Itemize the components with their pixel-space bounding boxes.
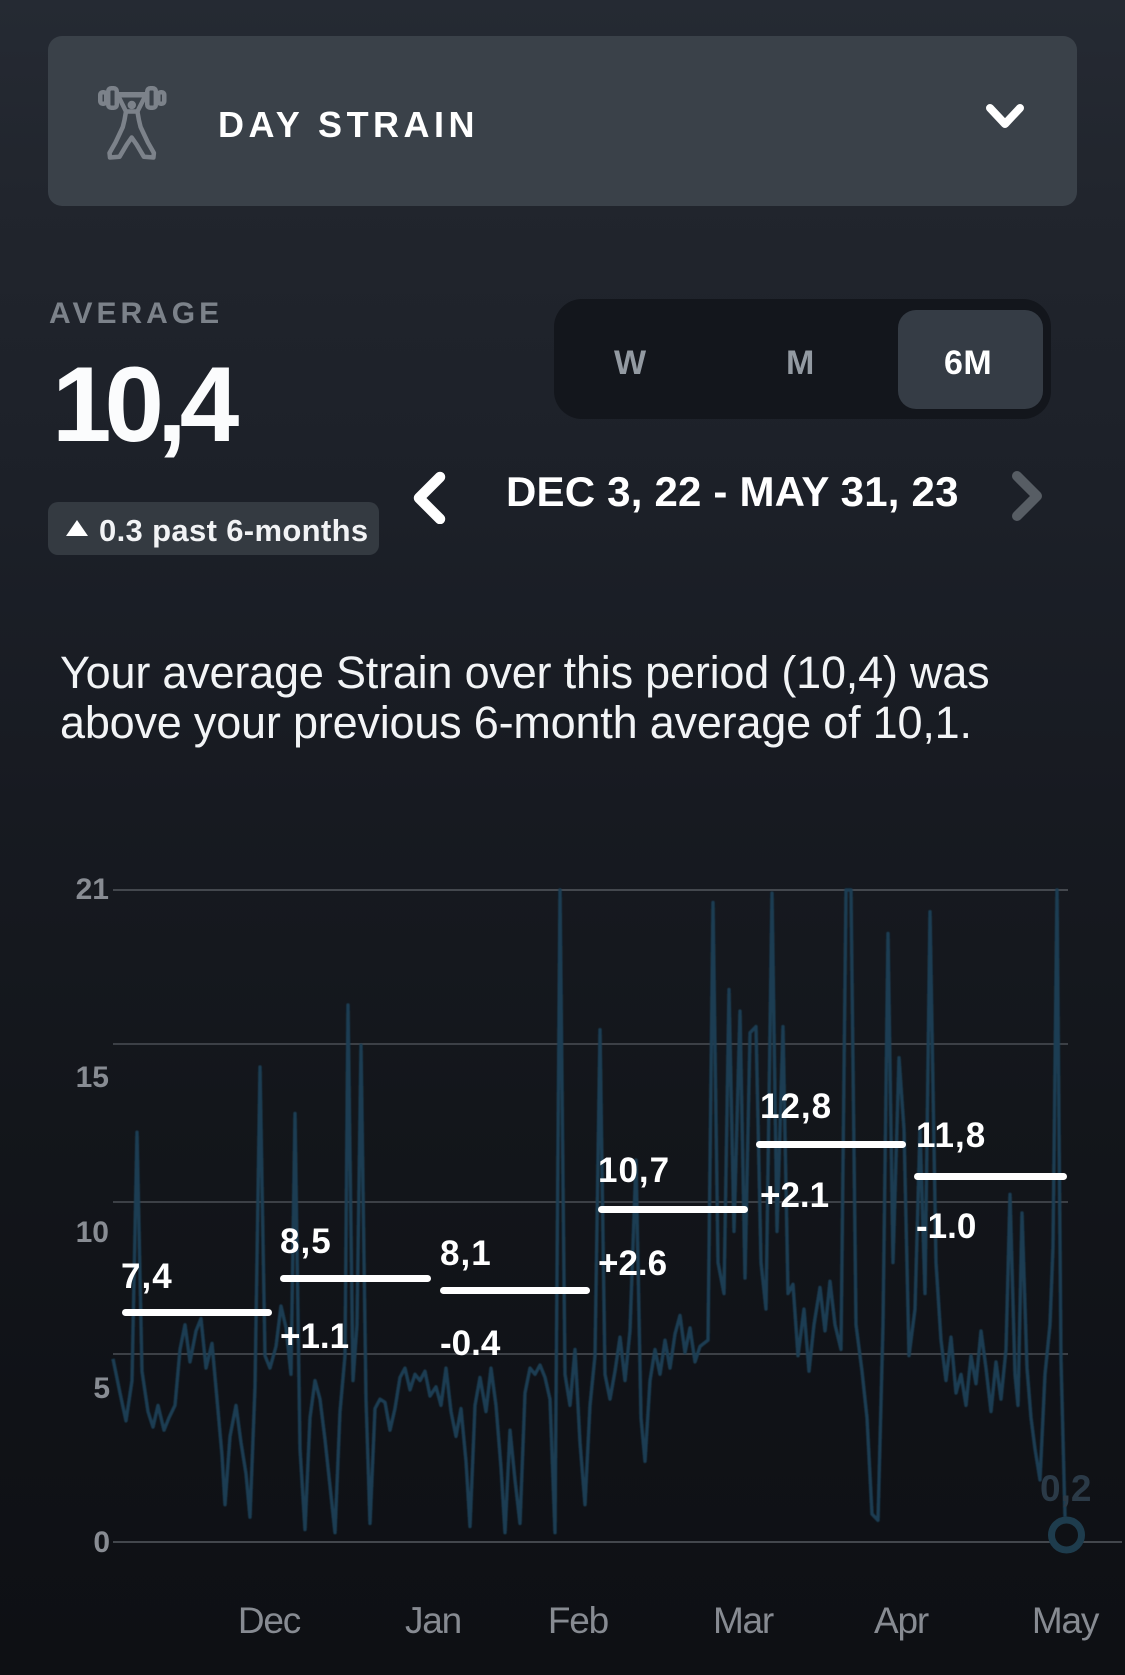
- svg-text:12,8: 12,8: [760, 1087, 832, 1126]
- svg-text:8,5: 8,5: [280, 1222, 332, 1261]
- svg-text:10: 10: [76, 1216, 109, 1249]
- svg-text:Dec: Dec: [238, 1600, 301, 1641]
- svg-text:7,4: 7,4: [121, 1257, 173, 1296]
- svg-text:-0.4: -0.4: [440, 1324, 501, 1363]
- svg-text:Mar: Mar: [713, 1600, 774, 1641]
- svg-text:Jan: Jan: [405, 1600, 461, 1641]
- svg-text:-1.0: -1.0: [916, 1207, 976, 1246]
- svg-text:5: 5: [93, 1372, 110, 1405]
- svg-text:15: 15: [76, 1061, 109, 1094]
- svg-text:10,7: 10,7: [598, 1151, 670, 1190]
- svg-text:0: 0: [93, 1526, 110, 1559]
- svg-text:8,1: 8,1: [440, 1234, 492, 1273]
- svg-text:0,2: 0,2: [1040, 1468, 1091, 1509]
- svg-text:Apr: Apr: [874, 1600, 929, 1641]
- svg-text:+2.6: +2.6: [598, 1244, 667, 1283]
- svg-text:21: 21: [76, 873, 109, 906]
- svg-text:+1.1: +1.1: [280, 1317, 349, 1356]
- svg-text:Feb: Feb: [548, 1600, 609, 1641]
- svg-text:May: May: [1032, 1600, 1100, 1641]
- svg-text:+2.1: +2.1: [760, 1176, 829, 1215]
- svg-text:11,8: 11,8: [916, 1116, 986, 1155]
